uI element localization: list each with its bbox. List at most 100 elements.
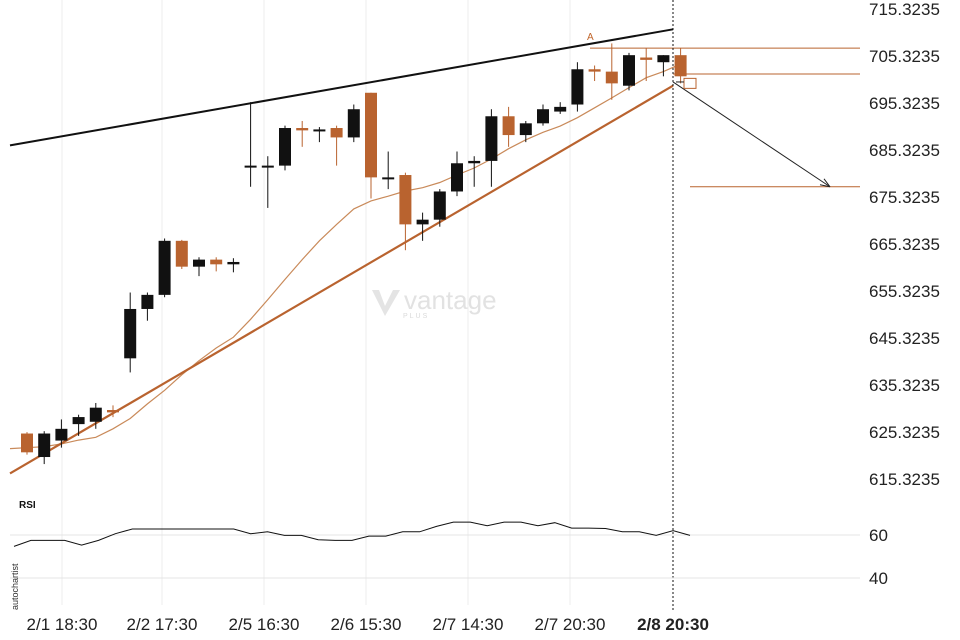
watermark-brand: vantage bbox=[404, 285, 497, 315]
rsi-label: RSI bbox=[19, 500, 36, 511]
price-tick-label: 715.3235 bbox=[869, 0, 940, 19]
price-tick-label: 705.3235 bbox=[869, 47, 940, 66]
candle bbox=[279, 125, 291, 171]
candle-body bbox=[468, 160, 481, 164]
candle-body bbox=[89, 407, 102, 422]
candle-body bbox=[416, 219, 429, 225]
current-time-label: 2/8 20:30 bbox=[637, 615, 709, 634]
candle bbox=[382, 151, 395, 190]
candle-body bbox=[107, 410, 119, 413]
watermark-sub: PLUS bbox=[403, 313, 429, 320]
candle-body bbox=[571, 69, 584, 105]
price-tick-label: 695.3235 bbox=[869, 94, 940, 113]
candle bbox=[107, 405, 119, 418]
candle-body bbox=[554, 106, 567, 112]
price-tick-label: 625.3235 bbox=[869, 423, 940, 442]
rsi-panel: RSI 60 40 bbox=[10, 500, 888, 588]
candle bbox=[502, 106, 515, 147]
candle bbox=[623, 52, 635, 91]
rsi-line bbox=[13, 521, 691, 547]
candle bbox=[313, 127, 326, 143]
candle bbox=[537, 104, 549, 126]
candle bbox=[451, 151, 463, 197]
candle-body bbox=[55, 428, 68, 441]
time-tick-label: 2/2 17:30 bbox=[127, 615, 198, 634]
candle bbox=[330, 125, 343, 166]
autochartist-side-label: autochartist bbox=[10, 563, 20, 610]
candle bbox=[261, 156, 274, 208]
candle-body bbox=[588, 69, 601, 72]
price-axis: 715.3235 705.3235 695.3235 685.3235 675.3235… bbox=[869, 0, 940, 489]
candle bbox=[433, 189, 446, 227]
forecast-candle-box bbox=[683, 77, 697, 89]
pattern-marker-label: A bbox=[587, 32, 594, 43]
candle bbox=[141, 292, 154, 321]
price-tick-label: 655.3235 bbox=[869, 282, 940, 301]
rsi-level-label: 40 bbox=[869, 569, 888, 588]
moving-average-line bbox=[9, 63, 681, 450]
watermark-v-icon bbox=[372, 290, 400, 316]
candle bbox=[588, 65, 601, 82]
candle bbox=[227, 258, 240, 273]
candle bbox=[38, 431, 51, 465]
candle-body bbox=[21, 433, 33, 453]
time-tick-label: 2/1 18:30 bbox=[27, 615, 98, 634]
candle bbox=[640, 48, 653, 82]
candle bbox=[244, 102, 257, 187]
price-tick-label: 665.3235 bbox=[869, 235, 940, 254]
time-tick-label: 2/6 15:30 bbox=[331, 615, 402, 634]
candle bbox=[468, 156, 481, 187]
candle bbox=[365, 92, 377, 199]
trend-lines bbox=[9, 28, 681, 475]
candle bbox=[657, 55, 670, 77]
candle-body bbox=[296, 128, 309, 131]
candle-body bbox=[657, 55, 670, 63]
candle-body bbox=[210, 259, 223, 265]
candle bbox=[72, 414, 85, 436]
candle-body bbox=[227, 261, 240, 265]
candle bbox=[210, 257, 223, 272]
candle-body bbox=[279, 128, 291, 166]
candle-body bbox=[433, 191, 446, 220]
support-trendline bbox=[9, 84, 674, 475]
candle-body bbox=[141, 294, 154, 309]
candle-body bbox=[158, 240, 171, 295]
candle bbox=[158, 238, 171, 298]
candle-body bbox=[244, 165, 257, 168]
forecast-arrow-line bbox=[672, 81, 831, 188]
candle bbox=[554, 102, 567, 114]
candle bbox=[89, 402, 102, 429]
candle bbox=[296, 120, 309, 147]
candle bbox=[175, 239, 188, 270]
rsi-level-label: 60 bbox=[869, 526, 888, 545]
candle-body bbox=[347, 109, 360, 138]
candle bbox=[347, 104, 360, 143]
candle bbox=[193, 257, 205, 277]
price-tick-label: 675.3235 bbox=[869, 188, 940, 207]
price-tick-label: 635.3235 bbox=[869, 376, 940, 395]
candle-body bbox=[399, 175, 412, 225]
candle-body bbox=[485, 116, 498, 161]
candle-body bbox=[124, 308, 137, 359]
price-tick-label: 615.3235 bbox=[869, 470, 940, 489]
candle bbox=[571, 62, 584, 112]
forecast-arrow-head bbox=[819, 178, 831, 188]
candle-body bbox=[519, 123, 532, 136]
candle-body bbox=[502, 116, 515, 136]
candle-body bbox=[193, 259, 205, 267]
candle-body bbox=[261, 165, 274, 168]
candle-body bbox=[175, 240, 188, 267]
candle-body bbox=[674, 55, 687, 77]
time-axis: 2/1 18:30 2/2 17:30 2/5 16:30 2/6 15:30 2/7 … bbox=[27, 615, 709, 634]
time-tick-label: 2/5 16:30 bbox=[229, 615, 300, 634]
candle-body bbox=[313, 129, 326, 132]
candle-body bbox=[330, 128, 343, 138]
candle bbox=[399, 172, 412, 251]
pattern-annotations: A bbox=[587, 0, 860, 612]
time-tick-label: 2/7 14:30 bbox=[433, 615, 504, 634]
candle bbox=[485, 109, 498, 187]
candle-body bbox=[640, 57, 653, 60]
candle bbox=[605, 43, 618, 100]
